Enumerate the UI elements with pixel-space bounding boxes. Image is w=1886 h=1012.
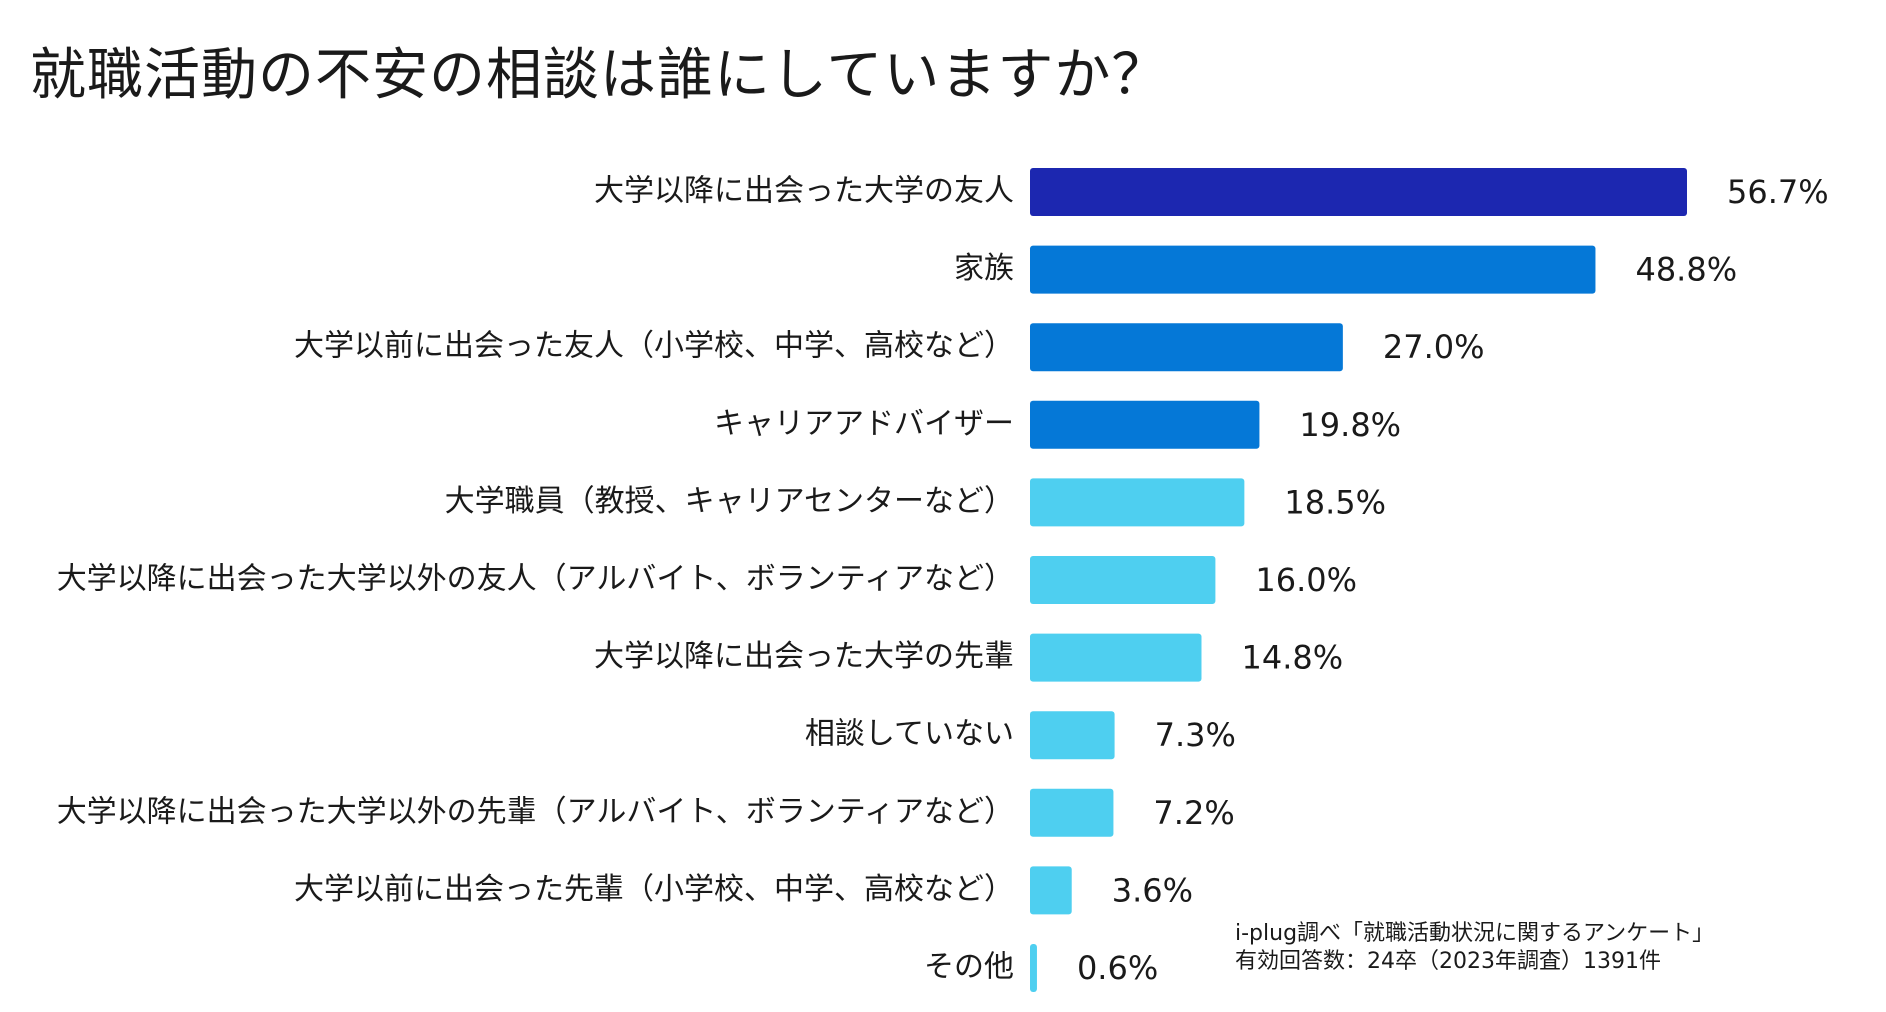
value-label-2: 27.0% bbox=[1383, 328, 1485, 366]
value-label-1: 48.8% bbox=[1635, 251, 1737, 289]
category-label-7: 相談していない bbox=[805, 717, 1014, 752]
bar-4 bbox=[1030, 478, 1245, 527]
category-label-5: 大学以降に出会った大学以外の友人（アルバイト、ボランティアなど） bbox=[57, 562, 1014, 597]
category-label-6: 大学以降に出会った大学の先輩 bbox=[594, 639, 1014, 674]
value-label-0: 56.7% bbox=[1727, 173, 1829, 211]
value-label-5: 16.0% bbox=[1255, 561, 1357, 599]
bar-1 bbox=[1030, 245, 1596, 294]
value-label-7: 7.3% bbox=[1155, 716, 1236, 754]
source-line-1: i-plug調べ「就職活動状況に関する​アンケート」 bbox=[1235, 921, 1715, 946]
value-label-6: 14.8% bbox=[1241, 639, 1343, 677]
category-label-0: 大学以降に出会った大学の友人 bbox=[594, 174, 1014, 209]
category-label-8: 大学以降に出会った大学以外の先輩（アルバイト、ボランティアなど） bbox=[57, 794, 1014, 829]
category-label-9: 大学以前に出会った先輩（小学校、中学、高校など） bbox=[294, 872, 1014, 907]
bar-0 bbox=[1030, 168, 1687, 216]
bar-7 bbox=[1030, 711, 1115, 760]
value-label-10: 0.6% bbox=[1077, 949, 1158, 987]
value-label-8: 7.2% bbox=[1153, 794, 1234, 832]
source-note: i-plug調べ「就職活動状況に関する​アンケート」 有効回答数：24卒（202… bbox=[1235, 920, 1714, 976]
category-label-4: 大学職員（教授、キャリアセンターなど） bbox=[445, 484, 1014, 519]
value-label-3: 19.8% bbox=[1299, 406, 1401, 444]
bar-10 bbox=[1030, 944, 1037, 992]
bar-2 bbox=[1030, 323, 1343, 372]
value-label-9: 3.6% bbox=[1112, 871, 1193, 909]
source-line-2: 有効回答数：24卒（2023年調査）1391件 bbox=[1235, 949, 1661, 974]
bar-8 bbox=[1030, 788, 1114, 837]
category-label-1: 家族 bbox=[954, 251, 1014, 286]
bar-6 bbox=[1030, 633, 1202, 682]
category-label-3: キャリアアドバイザー bbox=[714, 406, 1014, 441]
category-label-2: 大学以前に出会った友人（小学校、中学、高校など） bbox=[294, 329, 1014, 364]
bar-5 bbox=[1030, 556, 1216, 604]
value-label-4: 18.5% bbox=[1284, 483, 1386, 521]
bar-3 bbox=[1030, 400, 1260, 449]
bar-9 bbox=[1030, 866, 1072, 915]
chart-title: 就職活動の不安の相談は誰にしていますか？ bbox=[30, 43, 1169, 108]
category-label-10: その他 bbox=[924, 950, 1014, 985]
